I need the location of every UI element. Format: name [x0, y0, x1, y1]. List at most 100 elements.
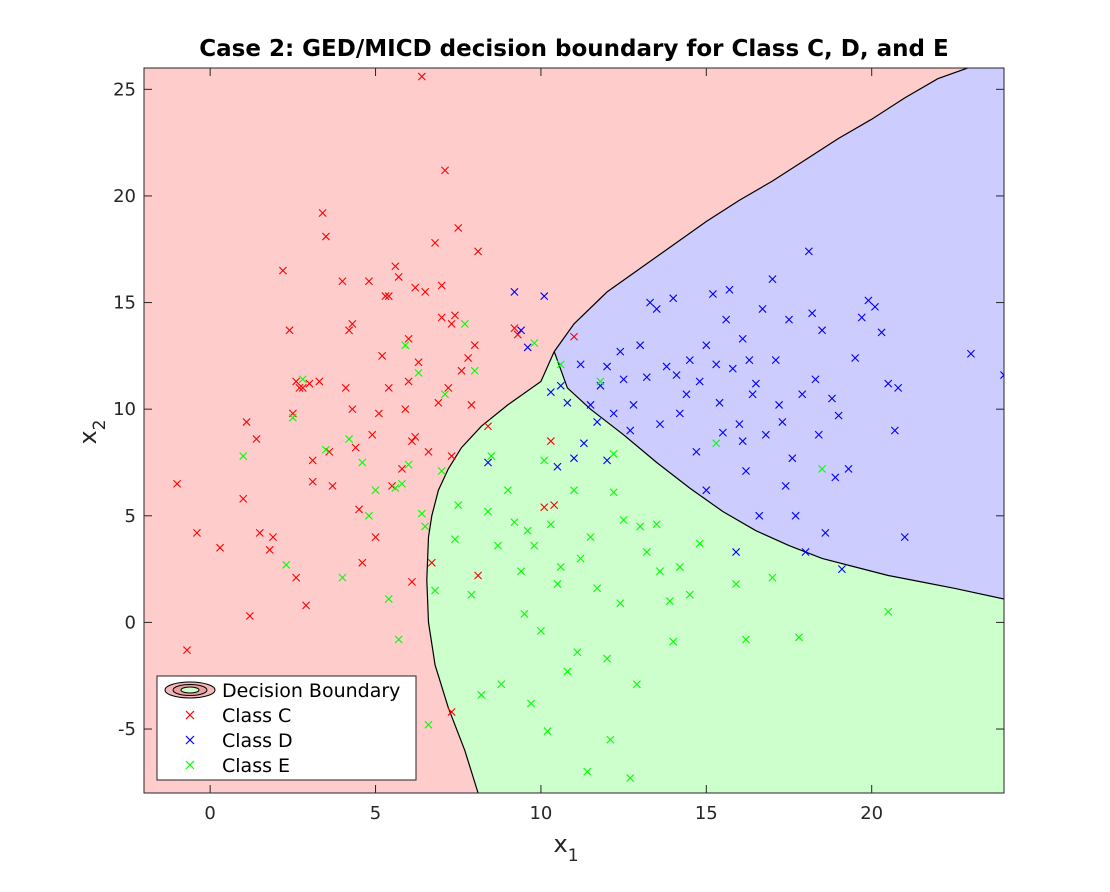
point-class-e — [619, 516, 628, 525]
point-class-e — [570, 486, 578, 495]
point-class-c — [318, 209, 327, 217]
point-class-e — [685, 590, 694, 599]
point-class-d — [735, 420, 744, 429]
point-class-d — [593, 417, 602, 426]
point-class-d — [725, 285, 734, 294]
point-class-c — [417, 72, 426, 81]
point-class-e — [652, 520, 661, 529]
point-class-c — [384, 292, 393, 301]
point-class-c — [457, 366, 466, 375]
point-class-e — [616, 599, 625, 608]
point-class-c — [454, 223, 463, 232]
point-class-c — [437, 313, 446, 322]
legend-label: Class E — [222, 755, 290, 777]
point-class-d — [517, 326, 526, 335]
point-class-e — [338, 573, 347, 582]
point-class-e — [477, 690, 486, 699]
x-tick-label: 15 — [695, 803, 718, 824]
boundary-line-c-e — [426, 351, 555, 793]
point-class-d — [788, 454, 797, 463]
point-class-d — [675, 409, 684, 418]
point-class-d — [685, 356, 694, 365]
point-class-c — [381, 292, 390, 301]
point-class-e — [606, 735, 615, 744]
point-class-e — [460, 319, 469, 328]
point-class-c — [183, 646, 191, 655]
point-class-d — [695, 377, 704, 386]
point-class-c — [550, 501, 559, 510]
x-tick-label: 0 — [204, 803, 215, 824]
point-class-c — [328, 481, 337, 490]
point-class-c — [427, 558, 436, 567]
point-class-d — [712, 360, 721, 369]
point-class-e — [493, 541, 502, 550]
point-class-e — [603, 654, 612, 663]
axis-ticks: 0 5 10 15 20 -5 0 5 10 15 20 25 — [113, 68, 1004, 824]
point-class-d — [738, 437, 747, 446]
point-class-d — [629, 400, 638, 409]
legend-label: Class C — [222, 705, 291, 727]
point-class-c — [355, 505, 363, 514]
point-class-e — [321, 445, 330, 454]
point-class-e — [642, 548, 651, 557]
point-class-e — [563, 667, 572, 676]
point-class-e — [414, 368, 423, 377]
point-class-e — [503, 486, 512, 495]
point-class-d — [738, 334, 747, 343]
point-class-e — [364, 511, 373, 520]
point-class-c — [431, 238, 440, 247]
point-class-c — [292, 573, 301, 582]
point-class-e — [556, 360, 565, 369]
point-class-e — [371, 486, 380, 495]
point-class-e — [546, 520, 555, 529]
point-class-c — [447, 319, 456, 328]
point-class-e — [510, 518, 519, 527]
point-class-d — [619, 375, 628, 384]
point-class-c — [391, 262, 400, 271]
point-class-e — [553, 580, 562, 589]
point-class-e — [487, 452, 496, 461]
point-class-d — [662, 362, 671, 371]
point-class-c — [348, 405, 357, 414]
point-class-d — [745, 356, 754, 365]
legend-item-decision-boundary: Decision Boundary — [164, 680, 400, 702]
point-class-e — [636, 522, 645, 531]
point-class-e — [527, 699, 535, 708]
point-class-d — [546, 388, 555, 397]
point-class-d — [871, 302, 879, 311]
point-class-c — [424, 447, 433, 456]
point-class-d — [732, 548, 741, 557]
y-tick-label: 10 — [113, 399, 136, 420]
point-class-c — [510, 324, 519, 333]
point-class-c — [546, 437, 555, 446]
point-class-c — [295, 383, 304, 392]
x-axis-label: x1 — [553, 830, 578, 866]
y-tick-label: 0 — [125, 612, 136, 633]
point-class-c — [338, 277, 347, 286]
y-axis-label-subscript: 2 — [90, 419, 110, 430]
point-class-e — [437, 467, 446, 476]
point-class-c — [407, 437, 416, 446]
point-class-e — [536, 626, 545, 635]
point-class-c — [305, 379, 314, 388]
point-class-d — [831, 473, 840, 482]
point-class-d — [894, 383, 903, 392]
point-class-d — [814, 430, 823, 439]
y-axis-label-text: x — [74, 430, 102, 444]
region-class-d — [554, 68, 1004, 599]
point-class-c — [540, 503, 549, 512]
legend-item-class-c: Class C — [185, 705, 291, 727]
point-class-e — [675, 562, 684, 571]
point-class-e — [695, 539, 704, 548]
point-class-e — [794, 633, 803, 642]
chart-title: Case 2: GED/MICD decision boundary for C… — [199, 36, 948, 62]
legend-item-class-e: Class E — [185, 755, 290, 777]
point-class-c — [437, 281, 446, 290]
point-class-e — [665, 597, 674, 606]
plot-frame — [143, 67, 1005, 794]
point-class-d — [818, 326, 827, 335]
point-class-e — [298, 375, 307, 384]
y-axis-label: x2 — [74, 419, 110, 444]
point-class-d — [603, 362, 612, 371]
